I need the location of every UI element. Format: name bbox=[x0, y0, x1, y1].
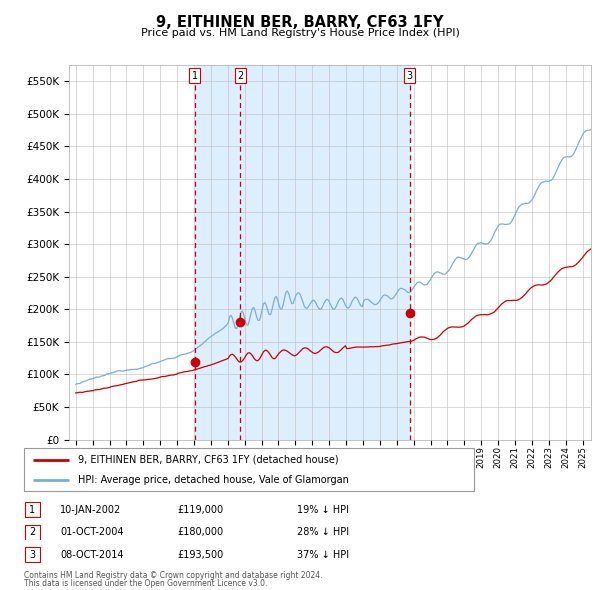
Text: Price paid vs. HM Land Registry's House Price Index (HPI): Price paid vs. HM Land Registry's House … bbox=[140, 28, 460, 38]
Text: 9, EITHINEN BER, BARRY, CF63 1FY: 9, EITHINEN BER, BARRY, CF63 1FY bbox=[156, 15, 444, 30]
Text: 2: 2 bbox=[238, 71, 244, 80]
Text: 3: 3 bbox=[29, 550, 35, 559]
Text: 1: 1 bbox=[29, 505, 35, 514]
Text: 01-OCT-2004: 01-OCT-2004 bbox=[60, 527, 124, 537]
Text: This data is licensed under the Open Government Licence v3.0.: This data is licensed under the Open Gov… bbox=[24, 579, 268, 588]
Text: 1: 1 bbox=[191, 71, 197, 80]
Text: 19% ↓ HPI: 19% ↓ HPI bbox=[297, 505, 349, 514]
Text: 28% ↓ HPI: 28% ↓ HPI bbox=[297, 527, 349, 537]
Bar bbox=[194, 65, 410, 440]
Text: £193,500: £193,500 bbox=[177, 550, 223, 559]
Text: 10-JAN-2002: 10-JAN-2002 bbox=[60, 505, 121, 514]
Text: HPI: Average price, detached house, Vale of Glamorgan: HPI: Average price, detached house, Vale… bbox=[78, 476, 349, 485]
Text: 9, EITHINEN BER, BARRY, CF63 1FY (detached house): 9, EITHINEN BER, BARRY, CF63 1FY (detach… bbox=[78, 455, 338, 465]
FancyBboxPatch shape bbox=[25, 525, 40, 540]
Text: 37% ↓ HPI: 37% ↓ HPI bbox=[297, 550, 349, 559]
Text: 08-OCT-2014: 08-OCT-2014 bbox=[60, 550, 124, 559]
FancyBboxPatch shape bbox=[25, 547, 40, 562]
Text: 2: 2 bbox=[29, 527, 35, 537]
FancyBboxPatch shape bbox=[25, 502, 40, 517]
Text: Contains HM Land Registry data © Crown copyright and database right 2024.: Contains HM Land Registry data © Crown c… bbox=[24, 571, 323, 580]
Text: £119,000: £119,000 bbox=[177, 505, 223, 514]
FancyBboxPatch shape bbox=[24, 448, 474, 491]
Text: 3: 3 bbox=[407, 71, 413, 80]
Text: £180,000: £180,000 bbox=[177, 527, 223, 537]
